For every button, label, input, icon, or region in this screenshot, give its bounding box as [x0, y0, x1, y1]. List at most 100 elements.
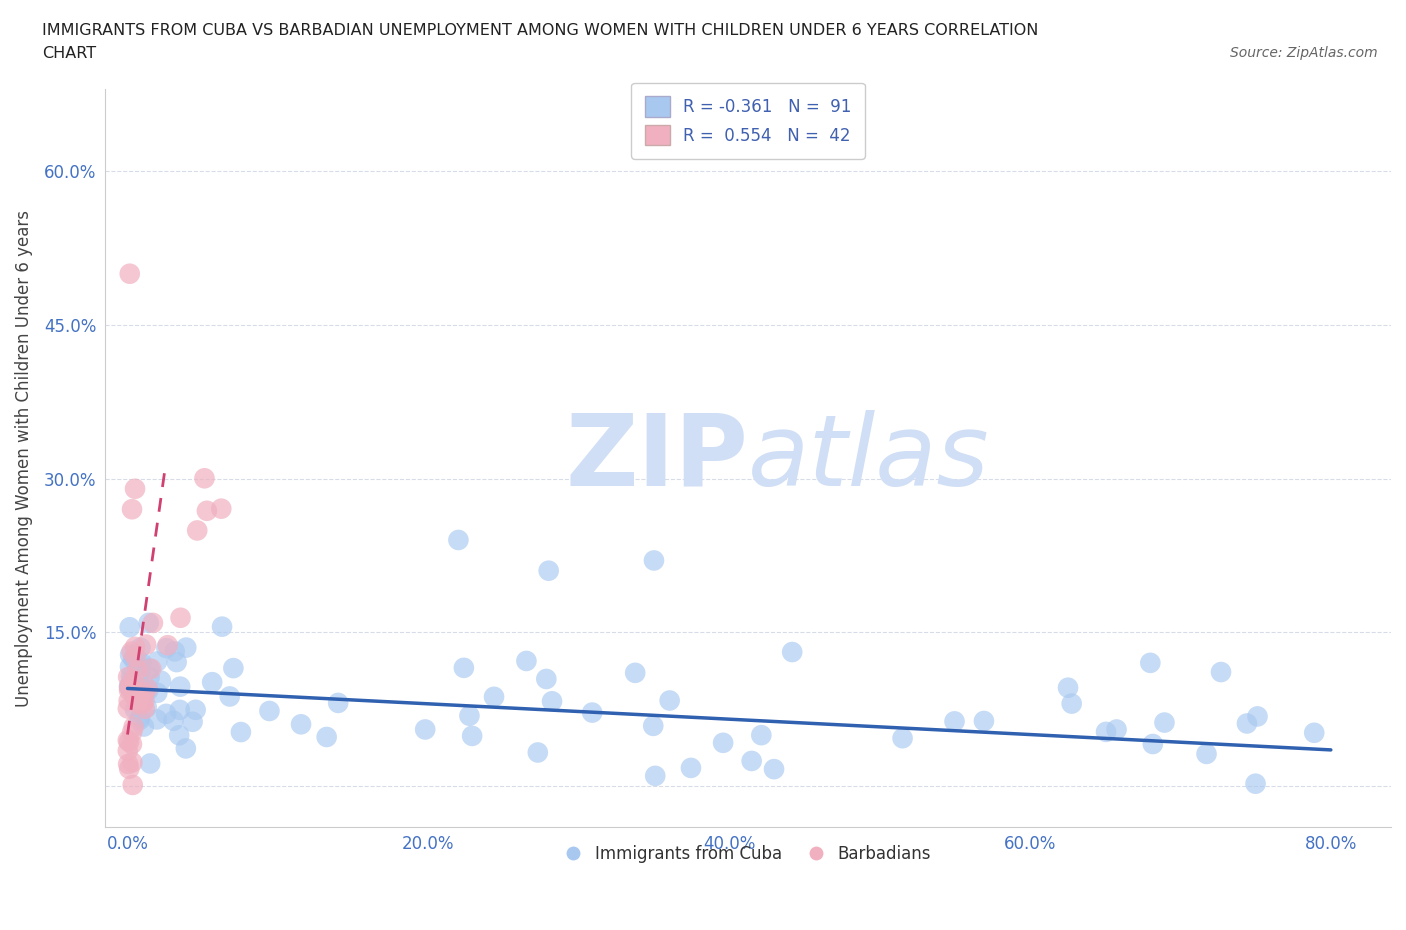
Immigrants from Cuba — [174, 640, 197, 655]
Immigrants from Cuba — [461, 728, 484, 743]
Immigrants from Cuba — [447, 533, 470, 548]
Barbadians — [134, 694, 156, 709]
Immigrants from Cuba — [118, 619, 141, 634]
Immigrants from Cuba — [167, 728, 190, 743]
Immigrants from Cuba — [482, 689, 505, 704]
Immigrants from Cuba — [201, 675, 224, 690]
Immigrants from Cuba — [1139, 656, 1161, 671]
Barbadians — [124, 482, 146, 497]
Immigrants from Cuba — [118, 679, 141, 694]
Immigrants from Cuba — [658, 693, 681, 708]
Immigrants from Cuba — [644, 768, 666, 783]
Immigrants from Cuba — [166, 655, 188, 670]
Barbadians — [117, 733, 139, 748]
Immigrants from Cuba — [643, 553, 665, 568]
Immigrants from Cuba — [129, 640, 152, 655]
Immigrants from Cuba — [711, 736, 734, 751]
Immigrants from Cuba — [121, 672, 143, 687]
Immigrants from Cuba — [780, 644, 803, 659]
Immigrants from Cuba — [749, 727, 772, 742]
Immigrants from Cuba — [1057, 680, 1080, 695]
Barbadians — [121, 644, 143, 659]
Barbadians — [124, 640, 146, 655]
Immigrants from Cuba — [136, 683, 159, 698]
Immigrants from Cuba — [1153, 715, 1175, 730]
Text: ZIP: ZIP — [565, 409, 748, 507]
Immigrants from Cuba — [129, 666, 152, 681]
Barbadians — [135, 637, 157, 652]
Immigrants from Cuba — [891, 731, 914, 746]
Immigrants from Cuba — [124, 701, 146, 716]
Immigrants from Cuba — [122, 688, 145, 703]
Immigrants from Cuba — [453, 660, 475, 675]
Immigrants from Cuba — [643, 718, 665, 733]
Immigrants from Cuba — [679, 761, 702, 776]
Barbadians — [132, 685, 155, 700]
Immigrants from Cuba — [222, 660, 245, 675]
Text: atlas: atlas — [748, 409, 990, 507]
Immigrants from Cuba — [763, 762, 786, 777]
Immigrants from Cuba — [515, 654, 537, 669]
Immigrants from Cuba — [413, 722, 436, 737]
Barbadians — [186, 523, 208, 538]
Barbadians — [121, 755, 143, 770]
Immigrants from Cuba — [536, 671, 558, 686]
Immigrants from Cuba — [1105, 722, 1128, 737]
Barbadians — [122, 672, 145, 687]
Immigrants from Cuba — [1095, 724, 1118, 739]
Immigrants from Cuba — [124, 652, 146, 667]
Immigrants from Cuba — [134, 686, 156, 701]
Barbadians — [117, 756, 139, 771]
Immigrants from Cuba — [120, 647, 142, 662]
Barbadians — [117, 743, 139, 758]
Barbadians — [118, 762, 141, 777]
Immigrants from Cuba — [181, 714, 204, 729]
Immigrants from Cuba — [328, 696, 350, 711]
Immigrants from Cuba — [118, 659, 141, 674]
Immigrants from Cuba — [138, 616, 160, 631]
Barbadians — [117, 701, 139, 716]
Immigrants from Cuba — [741, 753, 763, 768]
Immigrants from Cuba — [527, 745, 550, 760]
Immigrants from Cuba — [129, 711, 152, 725]
Immigrants from Cuba — [149, 673, 172, 688]
Barbadians — [195, 503, 218, 518]
Barbadians — [124, 650, 146, 665]
Immigrants from Cuba — [184, 702, 207, 717]
Barbadians — [121, 737, 143, 751]
Immigrants from Cuba — [146, 712, 169, 727]
Barbadians — [169, 610, 191, 625]
Barbadians — [124, 688, 146, 703]
Immigrants from Cuba — [259, 703, 281, 718]
Barbadians — [127, 696, 149, 711]
Immigrants from Cuba — [127, 653, 149, 668]
Immigrants from Cuba — [155, 641, 177, 656]
Barbadians — [127, 663, 149, 678]
Immigrants from Cuba — [1303, 725, 1326, 740]
Barbadians — [124, 684, 146, 699]
Text: IMMIGRANTS FROM CUBA VS BARBADIAN UNEMPLOYMENT AMONG WOMEN WITH CHILDREN UNDER 6: IMMIGRANTS FROM CUBA VS BARBADIAN UNEMPL… — [42, 23, 1039, 38]
Barbadians — [193, 471, 215, 485]
Immigrants from Cuba — [541, 694, 564, 709]
Immigrants from Cuba — [131, 655, 153, 670]
Barbadians — [121, 777, 143, 792]
Immigrants from Cuba — [138, 670, 160, 684]
Immigrants from Cuba — [146, 654, 169, 669]
Barbadians — [141, 661, 163, 676]
Immigrants from Cuba — [118, 679, 141, 694]
Immigrants from Cuba — [624, 665, 647, 680]
Barbadians — [118, 683, 141, 698]
Immigrants from Cuba — [120, 669, 142, 684]
Immigrants from Cuba — [1236, 716, 1258, 731]
Barbadians — [118, 735, 141, 750]
Immigrants from Cuba — [458, 709, 481, 724]
Immigrants from Cuba — [155, 707, 177, 722]
Barbadians — [131, 697, 153, 711]
Barbadians — [122, 719, 145, 734]
Immigrants from Cuba — [132, 719, 155, 734]
Text: CHART: CHART — [42, 46, 96, 61]
Barbadians — [134, 701, 156, 716]
Immigrants from Cuba — [290, 717, 312, 732]
Immigrants from Cuba — [581, 705, 603, 720]
Immigrants from Cuba — [146, 685, 169, 700]
